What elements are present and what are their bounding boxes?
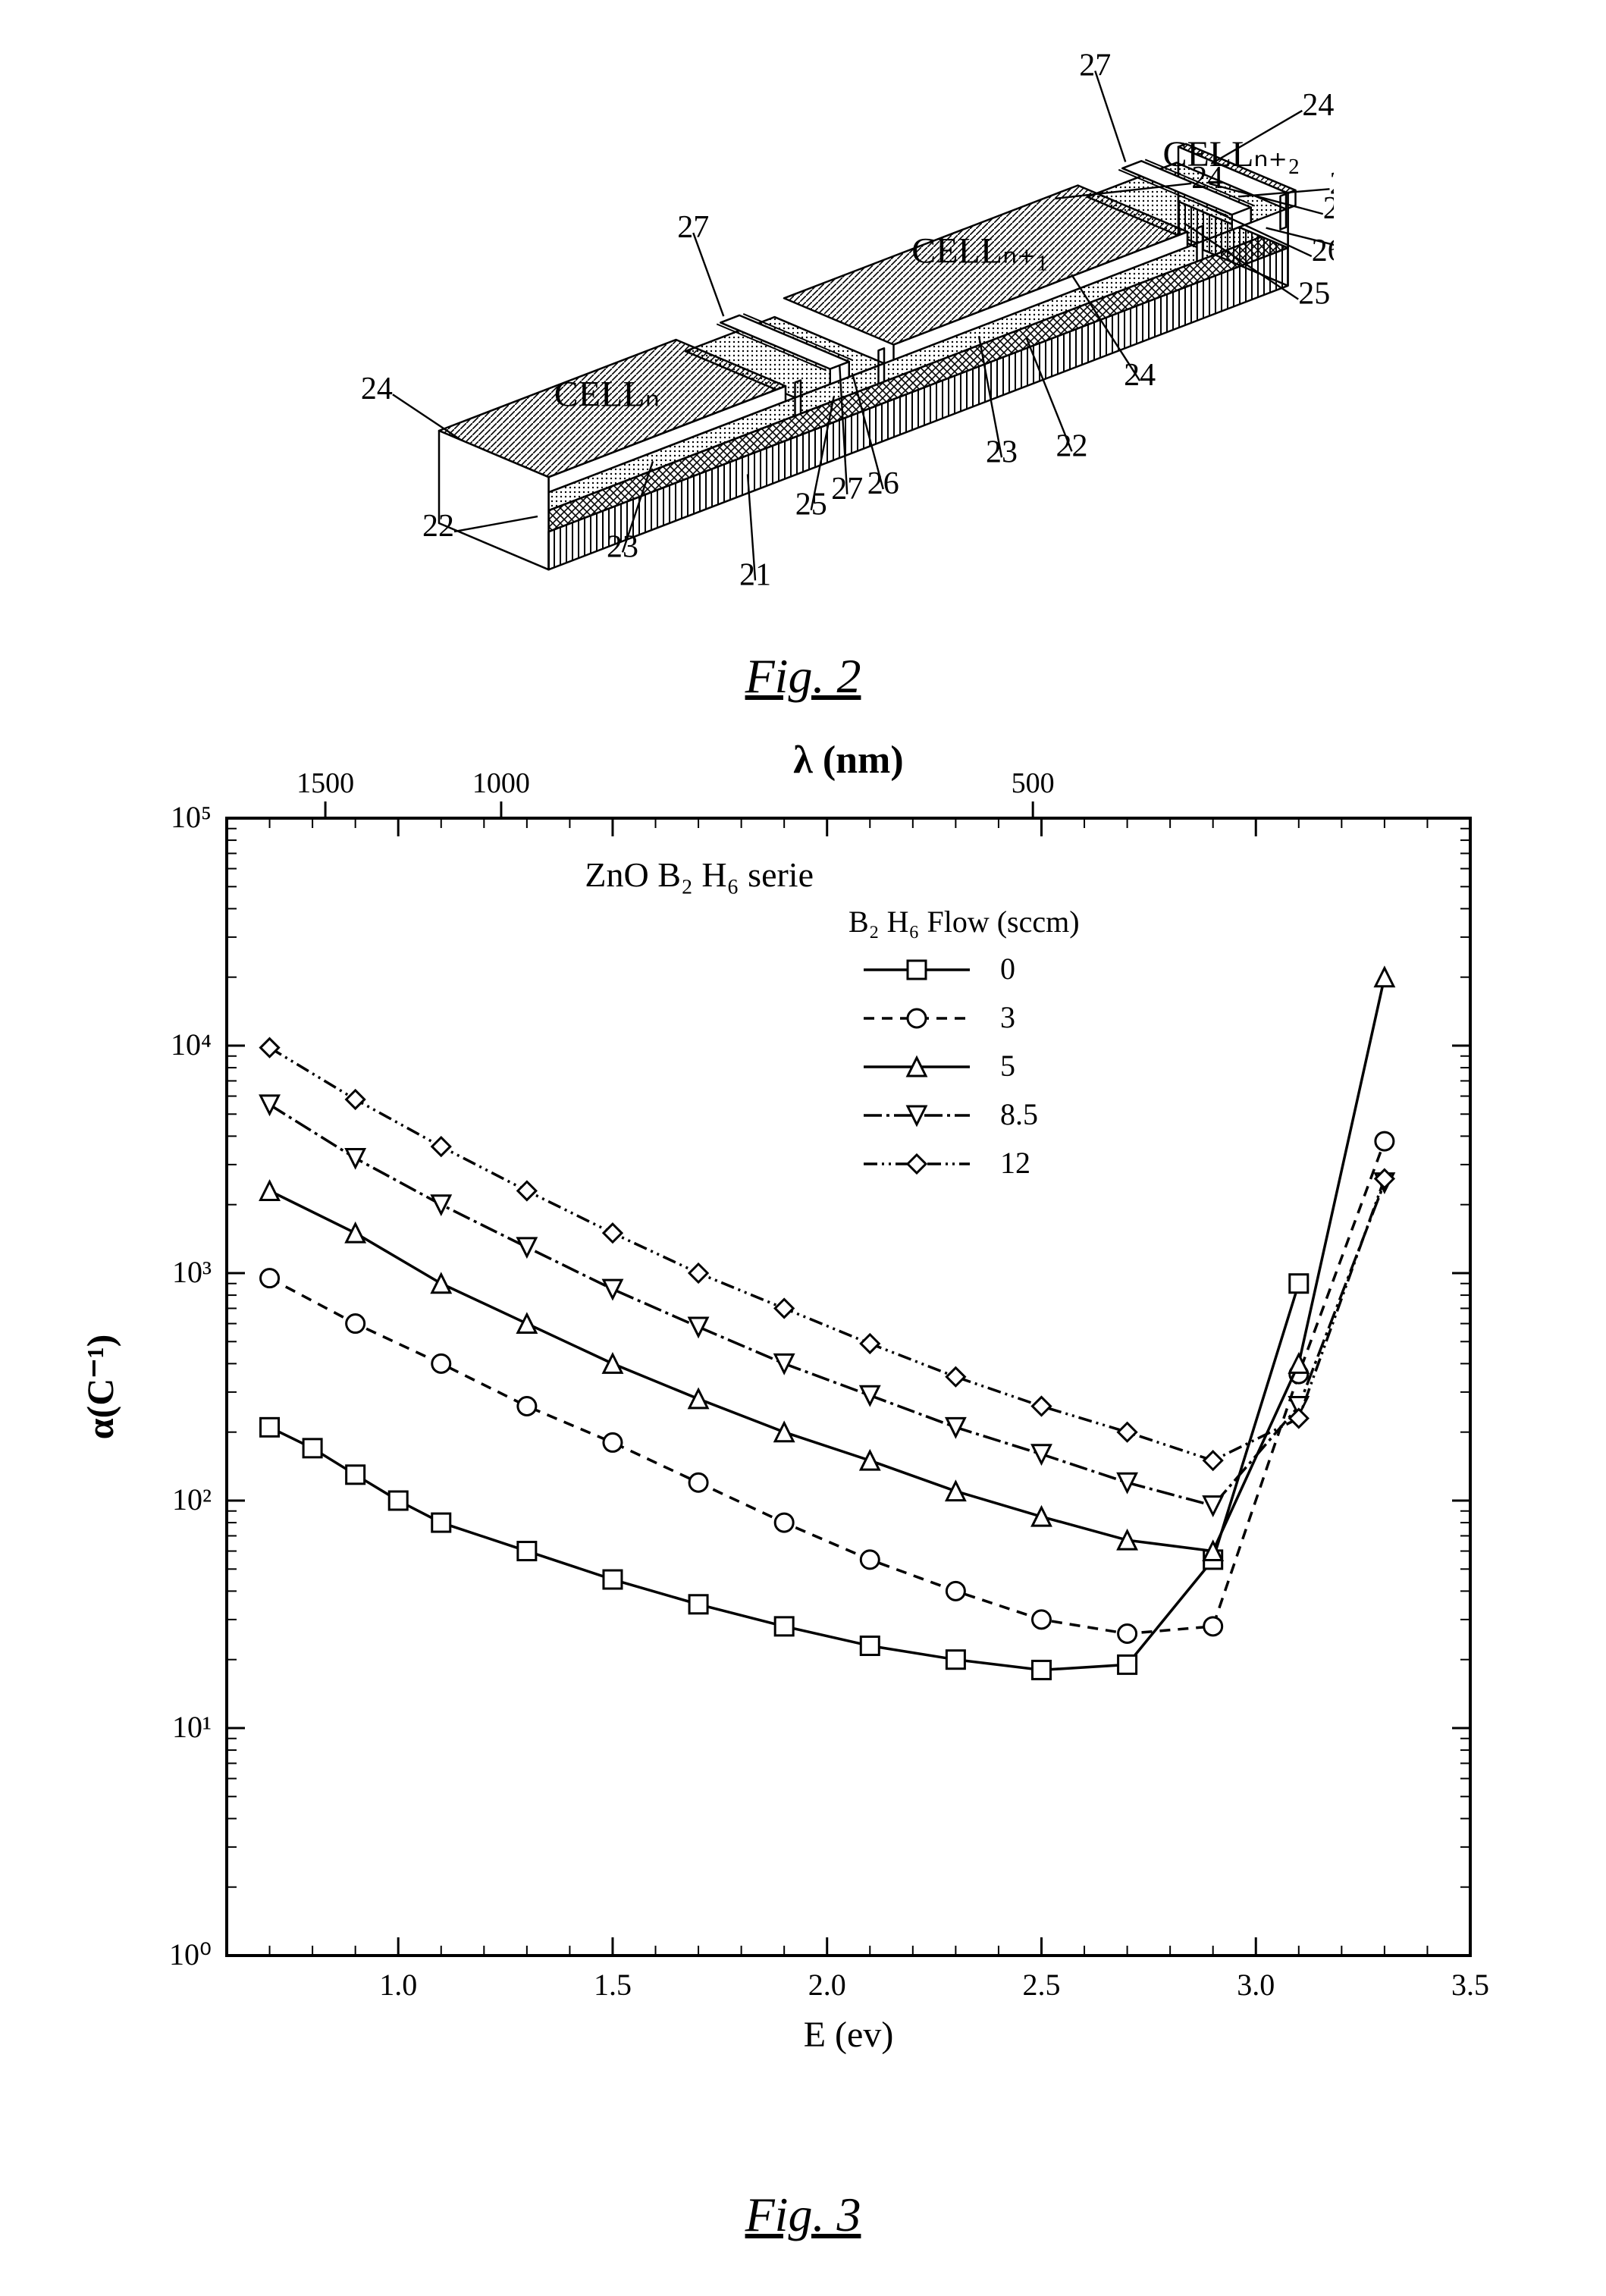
svg-text:24: 24 <box>1191 161 1223 196</box>
svg-text:3.5: 3.5 <box>1451 1968 1489 2002</box>
svg-text:ZnO B₂ H₆ serie: ZnO B₂ H₆ serie <box>585 855 814 894</box>
svg-text:2.0: 2.0 <box>808 1968 846 2002</box>
svg-text:2.5: 2.5 <box>1022 1968 1060 2002</box>
figure-2: CELLₙ₊₂CELLₙ₊₁CELLₙ242223212526272727272… <box>30 53 1576 704</box>
svg-text:24: 24 <box>1302 88 1334 123</box>
svg-text:26: 26 <box>867 466 899 501</box>
svg-text:10⁰: 10⁰ <box>169 1937 212 1971</box>
svg-text:23: 23 <box>986 434 1018 469</box>
svg-text:α(C⁻¹): α(C⁻¹) <box>79 1335 121 1440</box>
svg-text:22: 22 <box>422 509 454 544</box>
svg-text:21: 21 <box>739 557 771 592</box>
svg-text:24: 24 <box>361 372 393 406</box>
svg-text:27: 27 <box>677 210 709 245</box>
svg-text:10¹: 10¹ <box>172 1710 212 1744</box>
svg-text:23: 23 <box>607 529 638 564</box>
svg-text:10²: 10² <box>172 1482 212 1517</box>
svg-text:10⁵: 10⁵ <box>171 800 212 834</box>
svg-text:500: 500 <box>1012 767 1055 799</box>
svg-text:E (ev): E (ev) <box>804 2015 894 2055</box>
svg-text:10⁴: 10⁴ <box>171 1027 212 1062</box>
figure-3: λ (nm) 1.0 1.5 2.0 2.5 3.0 3.5 1500 1000 500 10⁰ 10… <box>30 727 1576 2243</box>
svg-text:25: 25 <box>1298 277 1330 312</box>
svg-text:26: 26 <box>1312 234 1334 268</box>
svg-text:10³: 10³ <box>172 1255 212 1289</box>
svg-text:1.0: 1.0 <box>379 1968 417 2002</box>
svg-text:25: 25 <box>795 488 827 522</box>
svg-text:CELLₙ₊₁: CELLₙ₊₁ <box>911 231 1049 271</box>
svg-text:λ (nm): λ (nm) <box>793 739 903 782</box>
svg-text:22: 22 <box>1056 428 1088 463</box>
svg-text:23: 23 <box>1329 166 1334 201</box>
svg-text:0: 0 <box>1000 952 1015 986</box>
svg-text:3: 3 <box>1000 1000 1015 1034</box>
svg-text:24: 24 <box>1124 358 1156 393</box>
fig3-caption: Fig. 3 <box>30 2187 1576 2243</box>
svg-text:27: 27 <box>1079 53 1111 83</box>
svg-text:5: 5 <box>1000 1049 1015 1083</box>
svg-text:CELLₙ: CELLₙ <box>554 375 660 415</box>
svg-text:3.0: 3.0 <box>1237 1968 1275 2002</box>
svg-text:27: 27 <box>831 472 863 507</box>
svg-text:1.5: 1.5 <box>594 1968 632 2002</box>
fig2-diagram: CELLₙ₊₂CELLₙ₊₁CELLₙ242223212526272727272… <box>272 53 1334 629</box>
svg-text:12: 12 <box>1000 1146 1030 1180</box>
svg-text:1500: 1500 <box>296 767 354 799</box>
fig3-chart: λ (nm) 1.0 1.5 2.0 2.5 3.0 3.5 1500 1000 500 10⁰ 10… <box>45 727 1561 2168</box>
svg-text:B₂ H₆ Flow (sccm): B₂ H₆ Flow (sccm) <box>848 905 1080 939</box>
fig2-caption: Fig. 2 <box>30 648 1576 704</box>
svg-text:8.5: 8.5 <box>1000 1097 1038 1131</box>
svg-text:1000: 1000 <box>472 767 530 799</box>
